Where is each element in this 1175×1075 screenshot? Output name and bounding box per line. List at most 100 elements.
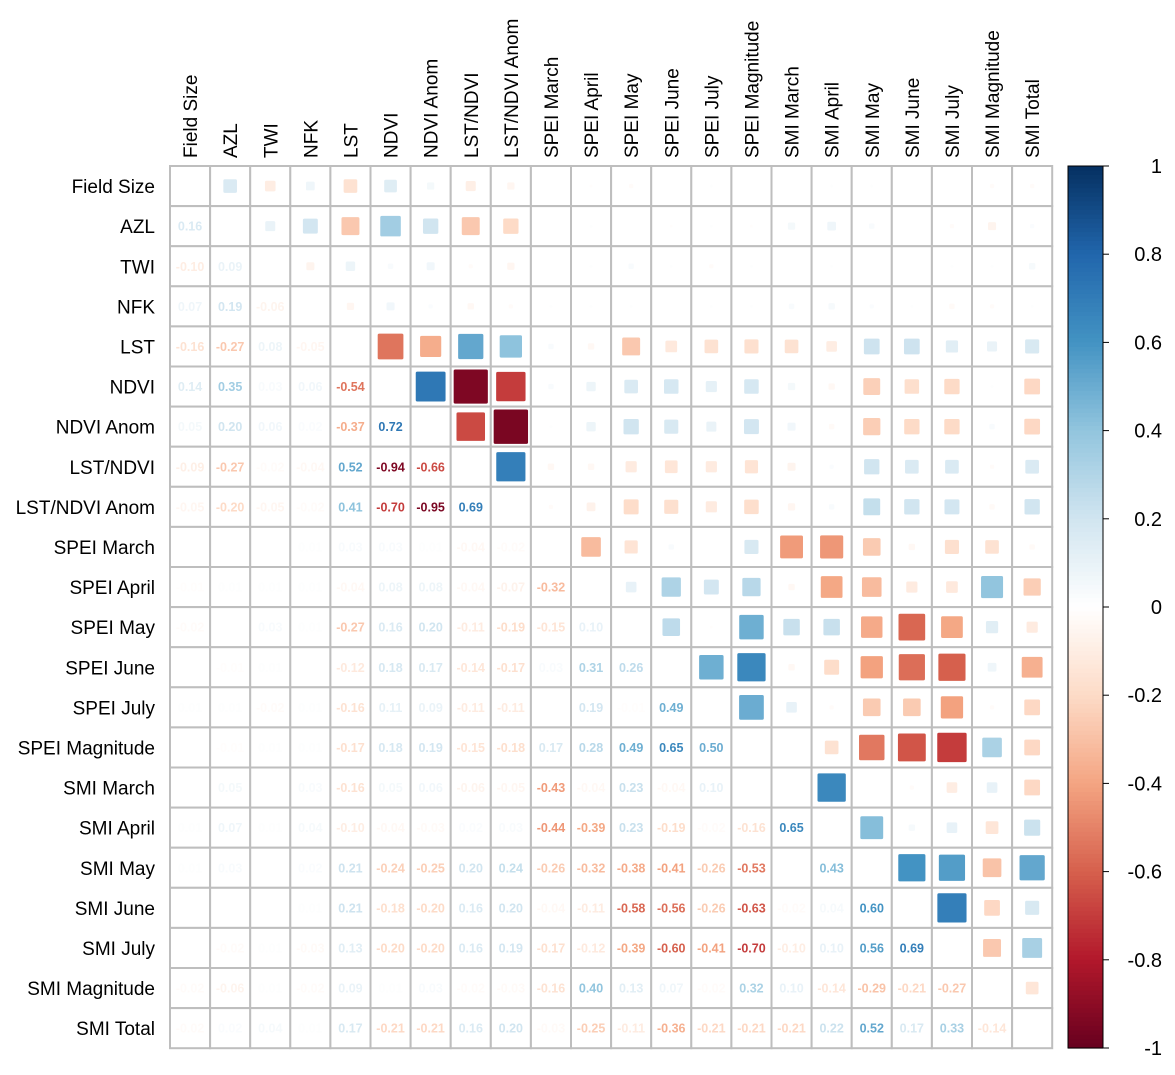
correlation-square bbox=[1021, 937, 1043, 959]
correlation-value: 0.00 bbox=[178, 781, 202, 795]
correlation-square bbox=[548, 424, 554, 429]
colorbar-segment bbox=[1068, 342, 1103, 348]
colorbar-segment bbox=[1068, 351, 1103, 357]
correlation-square bbox=[427, 303, 434, 310]
correlation-square bbox=[945, 821, 959, 834]
correlation-value: -0.09 bbox=[176, 460, 205, 474]
colorbar-segment bbox=[1068, 514, 1103, 520]
correlation-square bbox=[588, 264, 594, 269]
colorbar-segment bbox=[1068, 293, 1103, 299]
correlation-value: -0.20 bbox=[416, 901, 445, 915]
correlation-value: 0.00 bbox=[539, 701, 563, 715]
correlation-square bbox=[741, 577, 762, 598]
correlation-square bbox=[749, 304, 754, 309]
colorbar-segment bbox=[1068, 1021, 1103, 1027]
correlation-value: -0.12 bbox=[577, 941, 606, 955]
correlation-square bbox=[819, 534, 845, 560]
correlation-value: -0.66 bbox=[416, 460, 445, 474]
correlation-square bbox=[862, 537, 882, 557]
correlation-square bbox=[749, 223, 754, 229]
correlation-square bbox=[455, 411, 486, 442]
correlation-value: 0.00 bbox=[258, 540, 282, 554]
correlation-value: -0.01 bbox=[216, 661, 245, 675]
correlation-value: 0.01 bbox=[218, 701, 242, 715]
correlation-square bbox=[663, 418, 680, 435]
grid-cell bbox=[610, 606, 653, 649]
correlation-square bbox=[829, 183, 834, 189]
colorbar-segment bbox=[1068, 364, 1103, 370]
correlation-square bbox=[907, 542, 916, 551]
grid-cell bbox=[971, 967, 1014, 1010]
colorbar-segment bbox=[1068, 593, 1103, 599]
colorbar-tick-label: -1 bbox=[1144, 1038, 1162, 1060]
correlation-value: 0.60 bbox=[860, 901, 884, 915]
grid-cell bbox=[169, 566, 212, 609]
correlation-square bbox=[588, 223, 594, 229]
correlation-square bbox=[628, 183, 635, 190]
colorbar-segment bbox=[1068, 501, 1103, 507]
correlation-value: -0.11 bbox=[577, 901, 605, 915]
colorbar-segment bbox=[1068, 249, 1103, 255]
correlation-value: 0.01 bbox=[258, 941, 282, 955]
correlation-value: 0.16 bbox=[378, 621, 402, 635]
correlation-square bbox=[948, 302, 956, 310]
correlation-square bbox=[945, 781, 959, 794]
grid-cell bbox=[249, 726, 292, 769]
correlation-value: 0.18 bbox=[378, 661, 402, 675]
grid-cell bbox=[209, 606, 252, 649]
correlation-square bbox=[623, 378, 639, 395]
colorbar-segment bbox=[1068, 479, 1103, 485]
colorbar-segment bbox=[1068, 554, 1103, 560]
colorbar-tick-label: 0.8 bbox=[1134, 244, 1162, 266]
colorbar-segment bbox=[1068, 977, 1103, 983]
correlation-value: -0.26 bbox=[537, 861, 566, 875]
grid-cell bbox=[249, 245, 292, 288]
correlation-square bbox=[506, 261, 516, 271]
grid-cell bbox=[409, 886, 452, 929]
colorbar-segment bbox=[1068, 862, 1103, 868]
correlation-square bbox=[985, 781, 999, 794]
correlation-square bbox=[622, 418, 640, 436]
colorbar-segment bbox=[1068, 580, 1103, 586]
grid-cell bbox=[409, 1007, 452, 1050]
grid-cell bbox=[850, 926, 893, 970]
colorbar-segment bbox=[1068, 1012, 1103, 1018]
correlation-value: 0.01 bbox=[258, 741, 282, 755]
correlation-square bbox=[859, 815, 884, 840]
colorbar-segment bbox=[1068, 981, 1103, 987]
colorbar-segment bbox=[1068, 223, 1103, 229]
colorbar-segment bbox=[1068, 805, 1103, 811]
colorbar-segment bbox=[1068, 377, 1103, 383]
correlation-square bbox=[743, 338, 760, 355]
correlation-square bbox=[905, 580, 919, 594]
colorbar-segment bbox=[1068, 576, 1103, 582]
correlation-value: -0.02 bbox=[176, 982, 205, 996]
correlation-value: 0.01 bbox=[258, 982, 282, 996]
grid-cell bbox=[289, 325, 332, 368]
grid-cell bbox=[529, 525, 573, 569]
correlation-square bbox=[828, 704, 835, 711]
correlation-value: 0.03 bbox=[258, 380, 282, 394]
colorbar-segment bbox=[1068, 1025, 1103, 1031]
correlation-square bbox=[897, 853, 927, 883]
correlation-value: -0.05 bbox=[296, 340, 325, 354]
grid-cell bbox=[1011, 285, 1054, 328]
correlation-value: 0.50 bbox=[699, 741, 723, 755]
correlation-value: -0.18 bbox=[376, 901, 405, 915]
correlation-value: -0.04 bbox=[457, 581, 486, 595]
colorbar-segment bbox=[1068, 748, 1103, 754]
grid-cell bbox=[730, 686, 773, 729]
colorbar-segment bbox=[1068, 986, 1103, 992]
grid-cell bbox=[1011, 606, 1054, 649]
colorbar-segment bbox=[1068, 849, 1103, 855]
correlation-value: 0.07 bbox=[659, 982, 683, 996]
correlation-value: 0.03 bbox=[418, 982, 442, 996]
correlation-value: 0.03 bbox=[499, 821, 523, 835]
correlation-square bbox=[663, 499, 680, 515]
correlation-value: -0.14 bbox=[457, 661, 486, 675]
column-label: SPEI June bbox=[662, 68, 683, 158]
correlation-value: -0.11 bbox=[457, 621, 485, 635]
correlation-square bbox=[822, 618, 841, 637]
grid-cell bbox=[409, 806, 452, 849]
colorbar-segment bbox=[1068, 465, 1103, 471]
